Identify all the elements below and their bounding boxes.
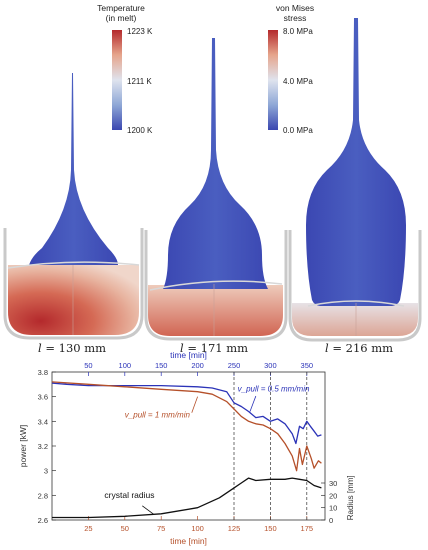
caption-216mm-value: = 216 mm (332, 341, 394, 355)
top-tick-label: 50 (84, 361, 92, 370)
left-tick-label: 2.6 (38, 516, 48, 525)
annotation-v-pull-one: v_pull = 1 mm/min (125, 411, 191, 420)
melt-region (292, 303, 418, 336)
bottom-tick-label: 175 (301, 524, 314, 533)
bottom-tick-label: 50 (121, 524, 129, 533)
snapshot-171mm (144, 38, 288, 341)
annotation-arrow-v-pull-one (191, 396, 198, 413)
series-line-0 (51, 382, 322, 445)
stress-tick-mid: 4.0 MPa (283, 77, 313, 86)
annotation-arrow-v-pull-half (249, 395, 257, 412)
stress-tick-high: 8.0 MPa (283, 27, 313, 36)
crucible-wall (144, 230, 288, 341)
bottom-tick-label: 100 (191, 524, 204, 533)
left-tick-label: 3.8 (38, 368, 48, 377)
caption-130mm-symbol: l (38, 341, 42, 355)
series-line-1 (51, 381, 322, 472)
caption-216mm: l = 216 mm (325, 341, 393, 355)
caption-171mm: l = 171 mm (180, 341, 248, 355)
temperature-legend-title: Temperature (in melt) (97, 3, 145, 23)
stress-tick-low: 0.0 MPa (283, 126, 313, 135)
bottom-tick-label: 125 (228, 524, 241, 533)
plot-frame (51, 371, 326, 521)
temperature-colorbar (112, 30, 122, 130)
top-tick-label: 250 (228, 361, 241, 370)
melt-region (148, 285, 283, 336)
temperature-tick-mid: 1211 K (127, 77, 152, 86)
crucible-wall (3, 228, 144, 340)
series-line-2 (52, 477, 322, 519)
left-tick-label: 3 (44, 467, 48, 476)
snapshot-216mm (288, 18, 422, 342)
right-tick-label: 0 (329, 516, 333, 525)
caption-171mm-value: = 171 mm (187, 341, 249, 355)
annotation-v-pull-half: v_pull = 0.5 mm/min (238, 385, 310, 394)
power-chart: 2.6 2.8 3 3.2 3.4 3.6 3.8 0 10 20 30 50 100 150 200 250… (18, 350, 355, 546)
left-tick-label: 2.8 (38, 491, 48, 500)
annotation-crystal-radius: crystal radius (104, 490, 154, 500)
top-tick-label: 300 (264, 361, 277, 370)
caption-130mm-value: = 130 mm (45, 341, 107, 355)
left-tick-label: 3.6 (38, 393, 48, 402)
simulation-panels (3, 18, 422, 342)
top-tick-label: 100 (119, 361, 132, 370)
stress-colorbar (268, 30, 278, 130)
left-axis-label: power [kW] (18, 425, 28, 468)
snapshot-130mm (3, 73, 144, 340)
temperature-tick-high: 1223 K (127, 27, 153, 36)
bottom-tick-label: 25 (84, 524, 92, 533)
annotation-arrow-crystal-radius (142, 505, 155, 515)
bottom-axis-label: time [min] (170, 536, 207, 546)
top-tick-label: 150 (155, 361, 168, 370)
caption-216mm-symbol: l (325, 341, 329, 355)
crystal-region (163, 38, 268, 289)
caption-171mm-symbol: l (180, 341, 184, 355)
melt-region (8, 265, 139, 335)
right-tick-label: 10 (329, 504, 337, 513)
crystal-region (306, 18, 406, 306)
top-axis-label: time [min] (170, 350, 207, 360)
top-tick-label: 200 (191, 361, 204, 370)
top-tick-label: 350 (301, 361, 314, 370)
left-tick-label: 3.4 (38, 417, 48, 426)
left-tick-label: 3.2 (38, 442, 48, 451)
crystal-region (29, 73, 118, 265)
temperature-tick-low: 1200 K (127, 126, 153, 135)
bottom-tick-label: 150 (264, 524, 277, 533)
right-tick-label: 20 (329, 491, 337, 500)
stress-legend-title: von Mises stress (275, 3, 315, 23)
caption-130mm: l = 130 mm (38, 341, 106, 355)
right-tick-label: 30 (329, 479, 337, 488)
right-axis-label: Radius [mm] (346, 475, 355, 520)
crucible-wall (288, 230, 422, 342)
bottom-tick-label: 75 (157, 524, 165, 533)
